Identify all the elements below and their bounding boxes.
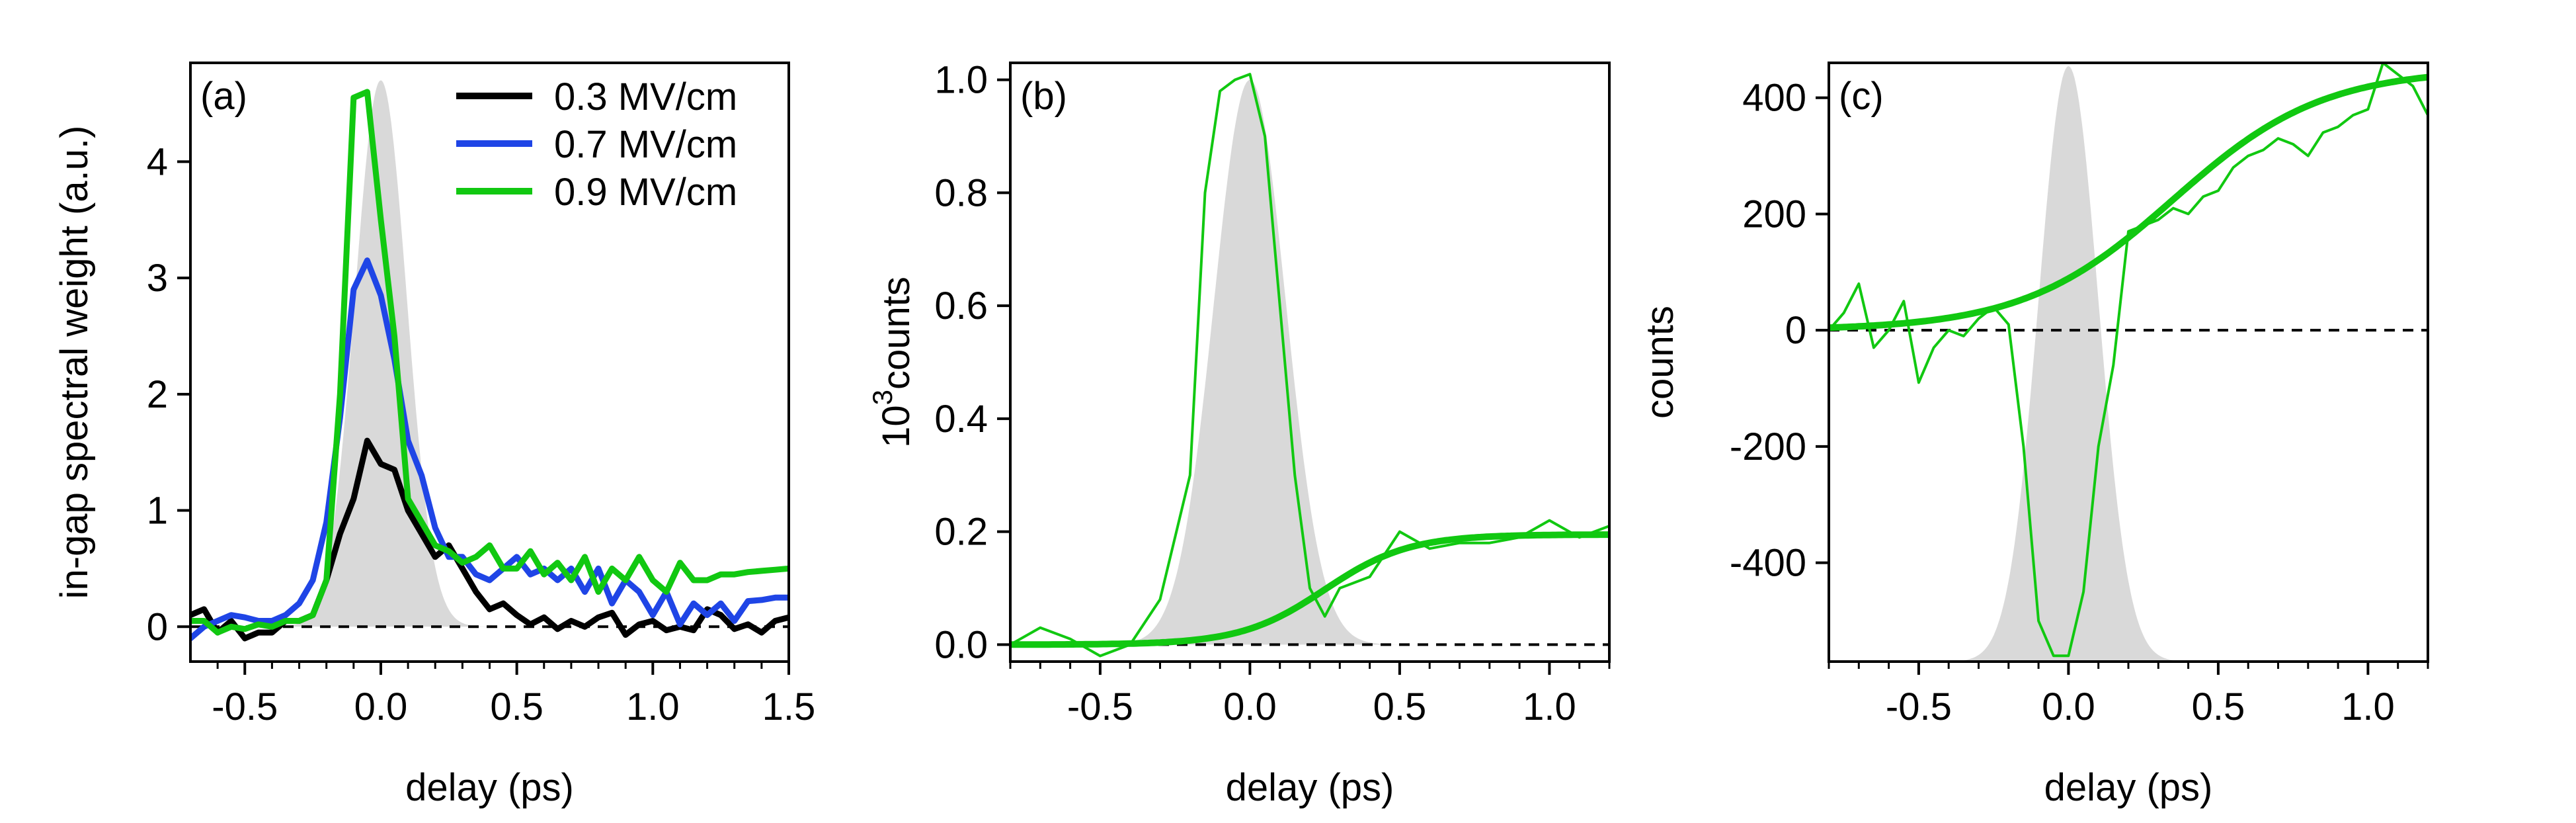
x-tick-label: 0.5: [1373, 685, 1427, 728]
x-tick-label: 1.5: [762, 685, 816, 728]
legend: 0.3 MV/cm 0.7 MV/cm 0.9 MV/cm: [456, 75, 737, 214]
pump-pulse-shading: [1070, 79, 1430, 645]
panel-b: -0.5 0.0 0.5 1.0 0.0 0.2 0.4 0.6 0.8 1.0 delay (ps…: [867, 59, 1611, 809]
y-axis-label: 103counts: [867, 277, 918, 448]
panel-label: (b): [1020, 75, 1067, 118]
plot-area: [190, 80, 789, 642]
x-tick-label: -0.5: [1886, 685, 1952, 728]
x-axis-label: delay (ps): [1226, 766, 1394, 809]
y-tick-label: 2: [147, 373, 168, 416]
x-tick-label: 0.0: [1223, 685, 1277, 728]
panel-c: -0.5 0.0 0.5 1.0 -400 -200 0 200 400 delay (ps) co…: [1638, 62, 2429, 809]
fit-curve: [1010, 531, 1609, 648]
y-tick-label: 1: [147, 490, 168, 533]
y-tick-label: 0.4: [934, 398, 988, 441]
x-tick-label: 1.0: [2341, 685, 2395, 728]
series-line-1: [1010, 73, 1609, 658]
y-axis-label: counts: [1638, 306, 1681, 419]
series-line-3: [190, 89, 789, 636]
legend-label: 0.9 MV/cm: [554, 171, 737, 214]
y-tick-label: 200: [1742, 193, 1806, 236]
legend-label: 0.7 MV/cm: [554, 123, 737, 166]
y-tick-label: 0.0: [934, 623, 988, 666]
fit-curve: [1829, 73, 2428, 331]
y-tick-label: 0: [1785, 309, 1806, 352]
x-tick-label: 1.0: [626, 685, 680, 728]
x-tick-label: 0.0: [354, 685, 408, 728]
y-tick-label: 1.0: [934, 59, 988, 102]
x-tick-label: 0.5: [490, 685, 543, 728]
panel-label: (a): [200, 75, 247, 118]
y-tick-label: 4: [147, 140, 168, 183]
series-line-2: [190, 257, 789, 642]
pump-pulse-shading: [1918, 66, 2218, 662]
plot-area: [1010, 73, 1609, 658]
x-tick-label: 0.0: [2042, 685, 2095, 728]
x-axis-label: delay (ps): [2044, 766, 2213, 809]
y-axis-label: in-gap spectral weight (a.u.): [53, 126, 96, 599]
y-tick-label: 400: [1742, 77, 1806, 120]
y-tick-label: -200: [1730, 425, 1806, 468]
panel-label: (c): [1839, 75, 1884, 118]
y-tick-label: 0: [147, 605, 168, 648]
legend-label: 0.3 MV/cm: [554, 75, 737, 118]
y-tick-label: 0.6: [934, 284, 988, 327]
y-tick-label: 0.2: [934, 511, 988, 554]
plot-frame: [1828, 62, 2429, 663]
y-tick-label: 3: [147, 257, 168, 300]
series-line-1: [1829, 63, 2428, 658]
pump-pulse-shading: [251, 80, 510, 627]
plot-area: [1829, 63, 2428, 662]
x-tick-label: 0.5: [2192, 685, 2245, 728]
y-tick-label: 0.8: [934, 171, 988, 214]
x-tick-label: -0.5: [1067, 685, 1133, 728]
x-axis-label: delay (ps): [405, 766, 574, 809]
x-tick-label: 1.0: [1523, 685, 1576, 728]
panel-a: -0.5 0.0 0.5 1.0 1.5 0 1 2 3 4 delay (ps) in-gap sp…: [53, 62, 816, 809]
x-tick-label: -0.5: [212, 685, 278, 728]
y-tick-label: -400: [1730, 542, 1806, 585]
